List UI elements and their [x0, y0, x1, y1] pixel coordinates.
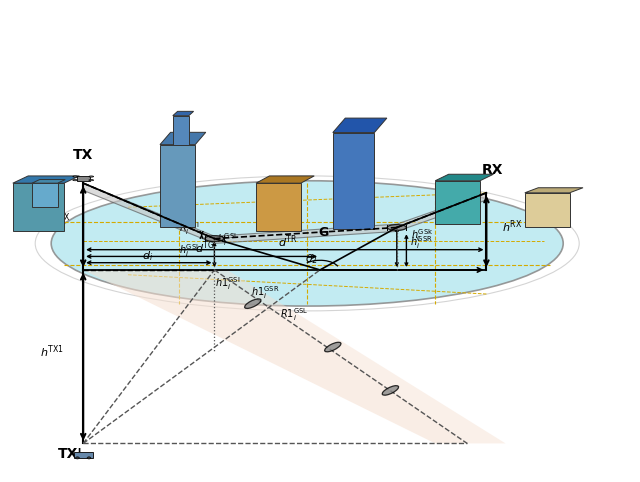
Ellipse shape — [387, 225, 406, 230]
Text: $\theta_2$: $\theta_2$ — [305, 253, 318, 267]
Ellipse shape — [73, 180, 77, 181]
Bar — [77, 176, 90, 181]
Polygon shape — [160, 132, 206, 145]
Polygon shape — [333, 118, 387, 133]
Polygon shape — [214, 270, 506, 443]
Text: $d_i$: $d_i$ — [141, 249, 153, 263]
Text: RX: RX — [482, 162, 504, 176]
Text: $d^{\mathrm{TR}}$: $d^{\mathrm{TR}}$ — [278, 234, 298, 250]
Bar — [13, 183, 64, 231]
Text: TX: TX — [73, 148, 93, 162]
Ellipse shape — [244, 299, 261, 308]
Text: $R1_i^{\mathrm{GSL}}$: $R1_i^{\mathrm{GSL}}$ — [280, 307, 308, 323]
Polygon shape — [173, 111, 194, 116]
Text: $d^{\mathrm{TG}}$: $d^{\mathrm{TG}}$ — [195, 240, 214, 256]
Text: G: G — [318, 226, 328, 239]
Polygon shape — [525, 187, 583, 193]
Ellipse shape — [205, 236, 224, 241]
Bar — [32, 183, 58, 207]
Ellipse shape — [89, 176, 93, 177]
Text: $R_i^{\mathrm{GSI}}$: $R_i^{\mathrm{GSI}}$ — [179, 221, 200, 237]
Bar — [74, 452, 93, 458]
Text: $h1_i^{\mathrm{GSR}}$: $h1_i^{\mathrm{GSR}}$ — [252, 285, 280, 301]
Bar — [160, 145, 195, 227]
Text: $h1_i^{\mathrm{GSI}}$: $h1_i^{\mathrm{GSI}}$ — [214, 275, 240, 292]
Text: $h_i^{\mathrm{GSk}}$: $h_i^{\mathrm{GSk}}$ — [411, 227, 434, 243]
Text: $h_i^{\mathrm{GSI}}$: $h_i^{\mathrm{GSI}}$ — [179, 243, 198, 259]
Ellipse shape — [87, 457, 91, 459]
Polygon shape — [32, 180, 65, 183]
Text: $h^{\mathrm{RX}}$: $h^{\mathrm{RX}}$ — [502, 218, 522, 235]
Bar — [333, 133, 374, 229]
Text: $h_i^{\mathrm{GSL}}$: $h_i^{\mathrm{GSL}}$ — [218, 232, 239, 248]
Bar — [256, 183, 301, 231]
Bar — [525, 193, 570, 227]
Text: TX': TX' — [58, 447, 83, 461]
Polygon shape — [256, 176, 314, 183]
Ellipse shape — [73, 176, 77, 177]
Polygon shape — [83, 183, 486, 243]
Polygon shape — [83, 270, 467, 443]
Bar — [435, 181, 480, 224]
Bar — [173, 116, 189, 145]
Ellipse shape — [89, 180, 93, 181]
Ellipse shape — [382, 386, 399, 395]
Ellipse shape — [324, 342, 341, 352]
Polygon shape — [13, 176, 79, 183]
Text: $h^{\mathrm{TX}}$: $h^{\mathrm{TX}}$ — [51, 211, 70, 228]
Polygon shape — [435, 174, 493, 181]
Text: $h^{\mathrm{TX1}}$: $h^{\mathrm{TX1}}$ — [40, 344, 65, 360]
Text: $h_i^{\mathrm{GSR}}$: $h_i^{\mathrm{GSR}}$ — [410, 234, 433, 251]
Ellipse shape — [76, 457, 79, 459]
Ellipse shape — [51, 181, 563, 306]
